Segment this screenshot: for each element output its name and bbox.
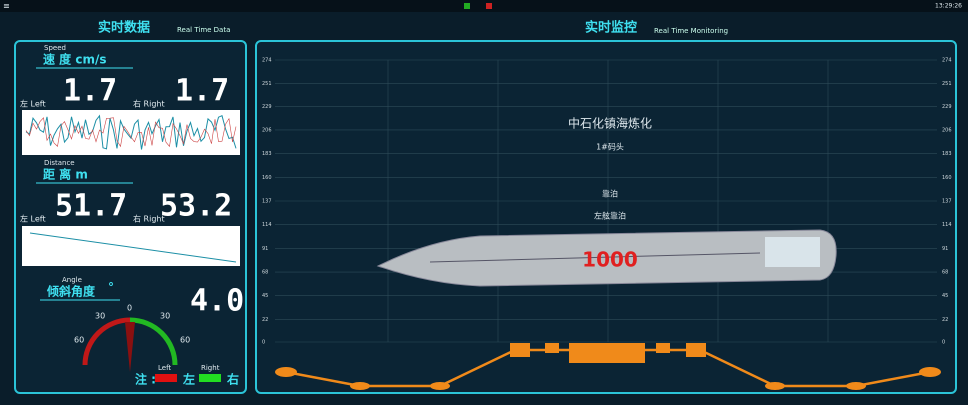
- speed-left: 1.7: [63, 74, 117, 109]
- y-tick-label: 229: [942, 104, 952, 110]
- distance-label: 距 离 m: [43, 167, 88, 182]
- ship-number: 1000: [582, 248, 638, 272]
- menu-icon[interactable]: ≡: [3, 2, 10, 11]
- angle-unit: °: [108, 281, 114, 295]
- distance-right-label: 右 Right: [133, 214, 165, 224]
- y-tick-label: 183: [262, 151, 272, 157]
- y-tick-label: 160: [942, 175, 952, 181]
- panel-title: 实时监控: [585, 20, 637, 36]
- y-tick-label: 274: [942, 58, 952, 64]
- gauge-label: 30: [160, 312, 170, 321]
- grid: 0 0 22 22 45 45 68 68 91 91 114 114 137 137 160 160 183 1…: [262, 58, 952, 346]
- buoy: [430, 382, 450, 390]
- bollard: [510, 343, 530, 357]
- ship-bridge: [765, 237, 820, 267]
- y-tick-label: 137: [942, 199, 952, 205]
- legend-left: 左: [182, 372, 195, 387]
- y-tick-label: 114: [942, 222, 952, 228]
- y-tick-label: 229: [262, 104, 272, 110]
- distance-chart: [22, 226, 240, 266]
- y-tick-label: 206: [942, 127, 952, 133]
- buoy: [846, 382, 866, 390]
- y-tick-label: 137: [262, 199, 272, 205]
- distance-label-en: Distance: [44, 159, 75, 167]
- y-tick-label: 91: [262, 246, 268, 252]
- clock: 13:29:26: [935, 3, 962, 10]
- angle-value: 4.0: [190, 284, 244, 319]
- speed-left-label: 左 Left: [20, 99, 46, 109]
- y-tick-label: 45: [262, 293, 268, 299]
- gauge-label: 0: [127, 304, 132, 313]
- y-tick-label: 251: [262, 81, 272, 87]
- y-tick-label: 206: [262, 127, 272, 133]
- y-tick-label: 91: [942, 246, 948, 252]
- legend-right-en: Right: [201, 364, 220, 372]
- status-icon: [464, 3, 470, 9]
- buoy: [765, 382, 785, 390]
- y-tick-label: 160: [262, 175, 272, 181]
- buoy: [275, 367, 297, 377]
- bollard: [545, 343, 559, 353]
- legend-swatch: [155, 374, 177, 382]
- y-tick-label: 68: [262, 270, 268, 276]
- legend-right: 右: [226, 372, 239, 387]
- y-tick-label: 45: [942, 293, 948, 299]
- panel-subtitle: Real Time Data: [177, 26, 230, 34]
- bollard: [686, 343, 706, 357]
- gauge-label: 30: [95, 312, 105, 321]
- speed-right-label: 右 Right: [133, 99, 165, 109]
- gauge-left: [82, 317, 131, 366]
- gauge-label: 60: [74, 336, 84, 345]
- y-tick-label: 22: [942, 317, 948, 323]
- speed-label: 速 度 cm/s: [43, 52, 107, 67]
- buoy: [919, 367, 941, 377]
- y-tick-label: 0: [262, 340, 265, 346]
- y-tick-label: 183: [942, 151, 952, 157]
- right-panel: [255, 40, 957, 394]
- distance-right: 53.2: [160, 189, 232, 224]
- y-tick-label: 114: [262, 222, 272, 228]
- berth: 1#码头: [596, 142, 624, 152]
- angle-label: 倾斜角度: [46, 284, 96, 299]
- top-bar: [0, 0, 968, 12]
- legend-left-en: Left: [158, 364, 171, 372]
- ship: [376, 229, 837, 287]
- y-tick-label: 0: [942, 340, 945, 346]
- y-tick-label: 22: [262, 317, 268, 323]
- gauge-needle: [125, 322, 135, 372]
- status-icon: [486, 3, 492, 9]
- gauge-right: [129, 317, 178, 366]
- legend-swatch: [199, 374, 221, 382]
- angle-label-en: Angle: [62, 276, 82, 284]
- panel-subtitle: Real Time Monitoring: [654, 27, 728, 35]
- distance-trace: [29, 232, 237, 263]
- ship-pipe: [429, 252, 761, 263]
- gauge-label: 60: [180, 336, 190, 345]
- status: 靠泊: [602, 189, 618, 199]
- speed-trace: [25, 117, 237, 148]
- side: 左舷靠泊: [594, 211, 626, 221]
- y-tick-label: 274: [262, 58, 272, 64]
- speed-right: 1.7: [175, 74, 229, 109]
- y-tick-label: 251: [942, 81, 952, 87]
- speed-trace: [25, 114, 237, 150]
- buoy: [350, 382, 370, 390]
- y-tick-label: 68: [942, 270, 948, 276]
- speed-label-en: Speed: [44, 44, 66, 52]
- legend-note: 注 :: [135, 372, 156, 387]
- bollard: [569, 343, 645, 363]
- panel-title: 实时数据: [98, 20, 150, 36]
- speed-chart: [22, 110, 240, 155]
- distance-left-label: 左 Left: [20, 214, 46, 224]
- bollard: [656, 343, 670, 353]
- company: 中石化镇海炼化: [568, 116, 652, 131]
- distance-left: 51.7: [55, 189, 127, 224]
